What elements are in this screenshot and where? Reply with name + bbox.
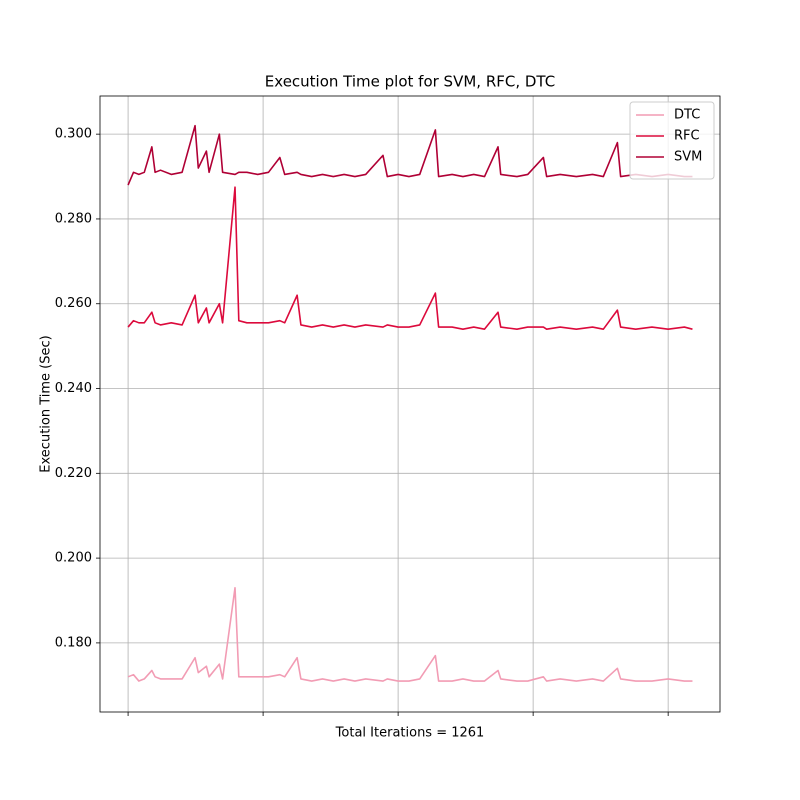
series-line bbox=[127, 186, 693, 330]
legend-label: DTC bbox=[674, 108, 700, 123]
y-tick-label: 0.280 bbox=[55, 211, 92, 226]
chart-title: Execution Time plot for SVM, RFC, DTC bbox=[265, 73, 555, 91]
y-tick-label: 0.300 bbox=[55, 127, 92, 142]
y-tick-label: 0.260 bbox=[55, 296, 92, 311]
y-tick-label: 0.240 bbox=[55, 381, 92, 396]
y-tick-label: 0.200 bbox=[55, 551, 92, 566]
series-line bbox=[127, 586, 693, 682]
series-line bbox=[127, 124, 693, 186]
legend-label: RFC bbox=[674, 129, 700, 144]
y-axis-label: Execution Time (Sec) bbox=[39, 335, 54, 472]
y-tick-label: 0.180 bbox=[55, 635, 92, 650]
legend-box bbox=[629, 101, 715, 180]
plot-frame bbox=[99, 95, 721, 713]
x-axis-label: Total Iterations = 1261 bbox=[335, 726, 485, 741]
y-tick-label: 0.220 bbox=[55, 466, 92, 481]
legend-label: SVM bbox=[674, 150, 702, 165]
